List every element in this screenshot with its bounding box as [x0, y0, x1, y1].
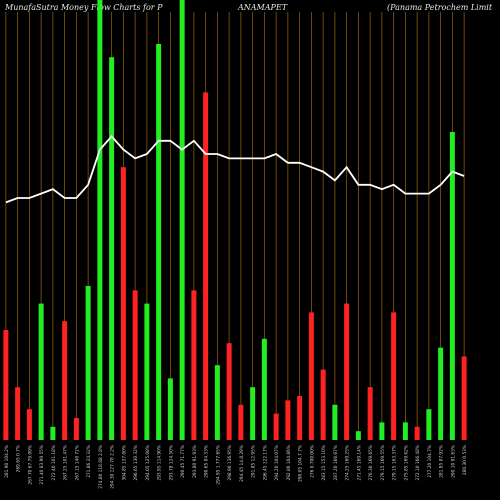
- money-flow-bar: [50, 426, 56, 440]
- x-tick-label: 294.05 125.08%: [145, 445, 151, 481]
- x-tick-label: 296.65 130.32%: [133, 445, 139, 481]
- money-flow-bar: [38, 303, 44, 440]
- chart-title-left: MunafaSutra Money Flow Charts for P: [5, 3, 163, 12]
- x-tick-label: 271.45 169.14%: [356, 445, 362, 481]
- x-tick-label: 269.65 0.7%: [16, 445, 22, 472]
- x-tick-label: 293.95 114.90%: [157, 445, 163, 481]
- money-flow-bar: [144, 303, 150, 440]
- x-tick-label: 274.25 169.25%: [345, 445, 351, 481]
- money-flow-bar: [261, 338, 267, 440]
- x-tick-label: 276.30 169.65%: [368, 445, 374, 481]
- money-flow-bar: [120, 167, 126, 440]
- money-flow-bar: [238, 404, 244, 440]
- x-tick-label: 293.80 91.93%: [192, 445, 198, 478]
- money-flow-bar: [355, 431, 361, 440]
- money-flow-bar: [426, 409, 432, 440]
- money-flow-bar: [391, 312, 397, 440]
- x-tick-label: 279.15 163.37%: [392, 445, 398, 481]
- x-tick-label: 276 0.700.00%: [309, 445, 315, 478]
- price-line-group: [5, 135, 465, 204]
- money-flow-bar: [285, 400, 291, 440]
- chart-title-symbol: ANAMAPET: [238, 3, 288, 12]
- x-tick-label: 283.15 153.10%: [321, 445, 327, 481]
- money-flow-bar: [85, 286, 91, 440]
- chart-title-company: (Panama Petrochem Limit: [387, 3, 493, 12]
- x-tick-label: 279.15 169.55%: [380, 445, 386, 481]
- money-flow-bar: [132, 290, 138, 440]
- money-flow-bar: [167, 378, 173, 440]
- money-flow-bar: [297, 396, 303, 440]
- money-flow-bar: [250, 387, 256, 440]
- x-tick-label: 290.05 104.7.7%: [298, 445, 304, 482]
- money-flow-bar: [414, 426, 420, 440]
- x-tick-label: 298.90 136.95%: [227, 445, 233, 481]
- money-flow-bar: [15, 387, 21, 440]
- x-tick-label: 277.20 104.7%: [427, 445, 433, 478]
- money-flow-bar: [73, 418, 79, 440]
- money-flow-bar: [97, 0, 103, 440]
- x-tick-label: 294.30 127.78 2.2%: [110, 445, 116, 489]
- x-tick-label: 294.45 14.8.29%: [239, 445, 245, 482]
- money-flow-bar: [214, 365, 220, 440]
- price-line: [5, 135, 465, 204]
- x-tick-label: 267.15 140 72%: [74, 445, 80, 481]
- x-tick-label: 280.30 0.53%: [462, 445, 468, 475]
- x-tick-label: 267.25 101.47%: [63, 445, 69, 481]
- money-flow-bar: [367, 387, 373, 440]
- money-flow-bar: [402, 422, 408, 440]
- x-tick-label: 272.10 166.48%: [415, 445, 421, 481]
- money-flow-bar: [26, 409, 32, 440]
- x-tick-label: 271.40 83.99 55%: [39, 445, 45, 485]
- x-tick-label: 272.40 101.18%: [51, 445, 57, 481]
- money-flow-bar: [379, 422, 385, 440]
- x-tick-label: 281.95 87.92%: [439, 445, 445, 478]
- money-flow-bar: [344, 303, 350, 440]
- money-flow-bar: [226, 343, 232, 440]
- x-tick-label: 292.80 104.86%: [286, 445, 292, 481]
- x-tick-label: 287.20 166.67%: [333, 445, 339, 481]
- x-tick-label: 293.78 124.50%: [168, 445, 174, 481]
- money-flow-bar: [438, 347, 444, 440]
- money-flow-bar: [179, 0, 185, 440]
- x-tick-label: 267.70 67.79.09%: [27, 445, 33, 485]
- money-flow-bar: [109, 57, 115, 440]
- x-tick-label: 294.20 104.07%: [274, 445, 280, 481]
- x-tick-labels: 281.90 104.2% 269.65 0.7% 267.70 67.79.09%…: [4, 445, 468, 489]
- x-tick-label: 294.95 1.777.65%: [215, 445, 221, 485]
- x-tick-label: 290.10 91.63%: [450, 445, 456, 478]
- x-tick-label: 291.85 12.95%: [251, 445, 257, 478]
- bars: [3, 0, 467, 441]
- x-tick-label: 271.86 24.32%: [86, 445, 92, 478]
- money-flow-bar: [273, 413, 279, 440]
- money-flow-bar: [308, 312, 314, 440]
- money-flow-bar: [3, 330, 9, 440]
- x-tick-label: 296.45 122.17%: [262, 445, 268, 481]
- x-tick-label: 281.90 104.2%: [4, 445, 10, 478]
- x-tick-label: 275.85 169.62%: [403, 445, 409, 481]
- money-flow-bar: [449, 132, 455, 440]
- money-flow-bar: [156, 44, 162, 440]
- x-tick-label: 304.85 137.80%: [121, 445, 127, 481]
- money-flow-bar: [320, 369, 326, 440]
- x-tick-label: 290.45 71.77%: [180, 445, 186, 478]
- money-flow-bar: [461, 356, 467, 440]
- x-tick-label: 290.65 84.33%: [204, 445, 210, 478]
- money-flow-bar: [332, 404, 338, 440]
- money-flow-bar: [62, 321, 68, 440]
- x-tick-label: 274.80 118.88 2.8%: [98, 445, 104, 489]
- money-flow-bar: [203, 92, 209, 441]
- money-flow-bar: [191, 290, 197, 440]
